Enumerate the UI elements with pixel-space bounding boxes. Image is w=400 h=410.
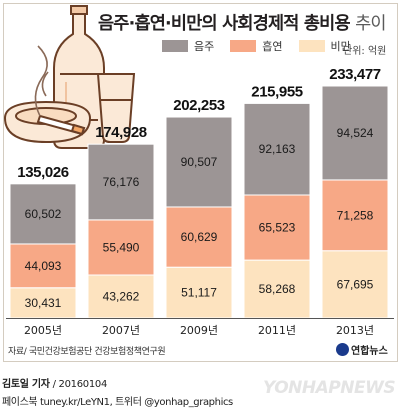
total-label-1: 174,928 — [95, 124, 146, 141]
value-label-drinking-0: 60,502 — [25, 207, 62, 221]
value-label-drinking-2: 90,507 — [181, 155, 218, 169]
legend-swatch-drinking — [162, 40, 188, 52]
legend-item-obesity: 비만 — [298, 38, 351, 54]
value-label-drinking-1: 76,176 — [103, 175, 140, 189]
bar-drinking-2 — [165, 116, 233, 208]
unit-label: 단위: 억원 — [343, 46, 387, 57]
bar-drinking-4 — [321, 85, 389, 181]
value-label-smoking-3: 65,523 — [259, 221, 296, 235]
total-label-2: 202,253 — [173, 97, 224, 114]
x-tick-label-2: 2009년 — [180, 324, 218, 337]
glass-icon — [96, 73, 136, 143]
x-tick-label-3: 2011년 — [258, 324, 296, 337]
value-label-obesity-2: 51,117 — [181, 286, 217, 300]
legend-label-obesity: 비만 — [330, 40, 351, 53]
reporter: 김토일 기자 — [2, 379, 50, 390]
byline: 김토일 기자 / 20160104 — [2, 375, 107, 390]
bar-obesity-4 — [321, 250, 389, 319]
title-suffix: 추이 — [355, 14, 386, 34]
brand-name: 연합뉴스 — [351, 346, 388, 357]
legend-item-smoking: 흡연 — [230, 38, 283, 54]
bar-drinking-3 — [243, 102, 311, 196]
cigarette-icon — [34, 45, 86, 136]
value-label-smoking-1: 55,490 — [103, 240, 140, 254]
bar-drinking-1 — [87, 143, 155, 221]
bar-drinking-0 — [9, 183, 77, 245]
legend-label-drinking: 음주 — [194, 40, 215, 53]
brand-logo: 연합뉴스 — [336, 342, 388, 357]
bar-obesity-3 — [243, 259, 311, 319]
x-tick-label-0: 2005년 — [24, 324, 62, 337]
date: / 20160104 — [52, 379, 108, 390]
bar-smoking-3 — [243, 194, 311, 261]
bar-obesity-1 — [87, 274, 155, 319]
watermark: YONHAPNEWS — [263, 378, 396, 398]
value-label-obesity-3: 58,268 — [259, 282, 296, 296]
bar-obesity-0 — [9, 287, 77, 319]
legend-swatch-obesity — [298, 40, 325, 52]
bar-smoking-4 — [321, 179, 389, 252]
total-label-3: 215,955 — [251, 83, 302, 100]
value-label-drinking-3: 92,163 — [259, 142, 296, 156]
legend-item-drinking: 음주 — [162, 38, 214, 54]
value-label-obesity-0: 30,431 — [25, 296, 62, 310]
value-label-smoking-4: 71,258 — [337, 208, 374, 222]
x-tick-label-1: 2007년 — [102, 324, 140, 337]
bar-groups: 30,431 44,093 60,502 135,026 2005년 43,262 55,4… — [6, 66, 394, 337]
total-label-0: 135,026 — [17, 164, 68, 181]
legend: 음주 흡연 비만 — [162, 38, 367, 54]
bar-smoking-0 — [9, 243, 77, 289]
total-label-4: 233,477 — [329, 66, 380, 83]
value-label-smoking-2: 60,629 — [181, 230, 218, 244]
value-label-obesity-4: 67,695 — [337, 277, 374, 291]
legend-swatch-smoking — [230, 40, 257, 52]
bar-smoking-1 — [87, 219, 155, 276]
chart-title: 음주·흡연·비만의 사회경제적 총비용 추이 — [98, 10, 386, 35]
brand-mark-icon — [336, 343, 349, 356]
title-main: 음주·흡연·비만의 사회경제적 총비용 — [98, 14, 351, 34]
value-label-drinking-4: 94,524 — [337, 126, 374, 140]
legend-label-smoking: 흡연 — [262, 40, 283, 53]
social-links: 페이스북 tuney.kr/LeYN1, 트위터 @yonhap_graphic… — [2, 397, 233, 408]
bar-smoking-2 — [165, 206, 233, 268]
x-tick-label-4: 2013년 — [336, 324, 374, 337]
value-label-obesity-1: 43,262 — [103, 290, 140, 304]
source-text: 자료/ 국민건강보험공단 건강보험정책연구원 — [8, 347, 166, 357]
value-label-smoking-0: 44,093 — [25, 259, 62, 273]
